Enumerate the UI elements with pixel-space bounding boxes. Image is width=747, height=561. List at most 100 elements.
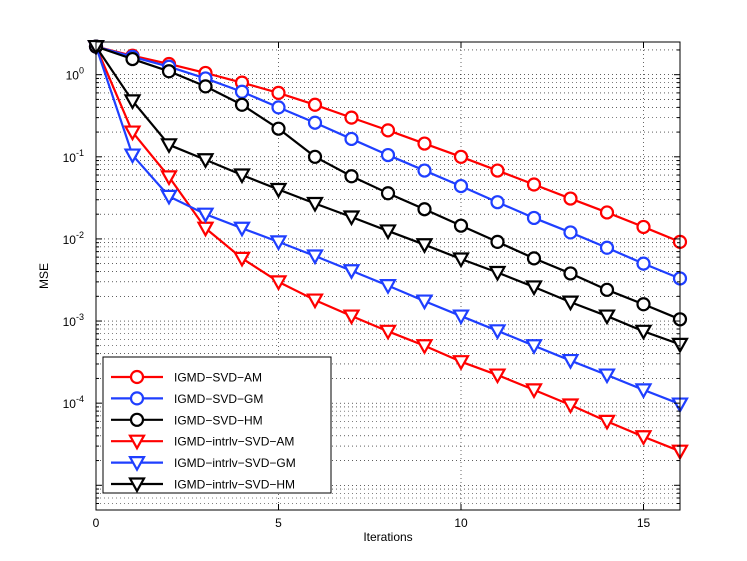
- data-point: [563, 191, 578, 206]
- data-point: [599, 282, 615, 297]
- data-point: [123, 148, 142, 165]
- data-point: [196, 153, 215, 170]
- data-point: [233, 168, 251, 185]
- data-point: [307, 97, 323, 112]
- data-point: [234, 84, 250, 99]
- data-point: [526, 210, 542, 226]
- tick-labels: 0 5 10 15 10-4 10-3 10-2 10-1 100: [63, 66, 651, 530]
- data-point: [161, 64, 177, 79]
- data-point: [598, 414, 616, 431]
- legend-marker: [129, 391, 145, 406]
- legend-marker: [128, 456, 146, 472]
- legend-item-2: IGMD−SVD−GM: [111, 391, 263, 406]
- data-point: [269, 235, 288, 252]
- data-point: [160, 170, 178, 187]
- data-point: [307, 115, 323, 130]
- legend-marker: [129, 412, 145, 427]
- series-6: [87, 39, 689, 354]
- data-point: [526, 251, 542, 266]
- data-point: [271, 85, 286, 100]
- legend-label: IGMD−SVD−HM: [174, 413, 263, 427]
- data-point: [160, 189, 178, 206]
- data-point: [379, 324, 397, 341]
- legend: IGMD−SVD−AM IGMD−SVD−GM IGMD−SVD−HM IGMD−in…: [102, 356, 332, 494]
- data-point: [415, 294, 434, 311]
- data-point: [452, 309, 470, 326]
- data-point: [271, 100, 286, 115]
- data-point: [123, 125, 142, 142]
- data-point: [196, 207, 215, 224]
- data-point: [634, 430, 653, 446]
- data-point: [636, 256, 651, 271]
- data-point: [417, 136, 432, 151]
- legend-item-5: IGMD−intrlv−SVD−GM: [111, 456, 296, 472]
- data-point: [563, 225, 578, 240]
- data-point: [598, 309, 616, 326]
- data-point: [599, 240, 615, 255]
- legend-item-6: IGMD−intrlv−SVD−HM: [111, 477, 295, 494]
- data-point: [269, 275, 288, 292]
- data-point: [123, 94, 142, 111]
- data-point: [598, 368, 616, 385]
- plot-frame: [95, 41, 681, 511]
- y-tick-label: 10-2: [63, 230, 84, 247]
- data-point: [452, 355, 470, 371]
- series-3: [88, 39, 688, 327]
- data-point: [342, 309, 361, 326]
- data-point: [417, 202, 432, 217]
- data-point: [488, 265, 507, 282]
- data-point: [344, 110, 359, 125]
- data-point: [452, 252, 470, 269]
- data-point: [342, 264, 361, 280]
- y-axis-label: MSE: [37, 263, 51, 289]
- data-point: [453, 149, 469, 164]
- data-point: [233, 251, 251, 268]
- data-point: [379, 279, 397, 295]
- legend-item-1: IGMD−SVD−AM: [111, 369, 262, 385]
- data-point: [490, 195, 505, 210]
- data-point: [344, 169, 359, 184]
- data-point: [342, 210, 361, 227]
- data-point: [525, 339, 543, 356]
- data-point: [271, 121, 286, 136]
- x-tick-label: 5: [275, 516, 282, 530]
- data-point: [453, 218, 469, 233]
- legend-marker: [128, 477, 146, 494]
- data-point: [160, 138, 178, 155]
- data-point: [526, 177, 542, 192]
- legend-label: IGMD−intrlv−SVD−GM: [174, 456, 296, 470]
- data-point: [563, 266, 578, 281]
- data-point: [307, 149, 323, 164]
- data-point: [125, 51, 140, 67]
- data-point: [234, 97, 250, 112]
- data-point: [306, 196, 324, 213]
- data-point: [488, 324, 507, 341]
- y-tick-label: 100: [66, 66, 84, 83]
- x-tick-label: 0: [93, 516, 100, 530]
- data-point: [417, 163, 432, 178]
- data-point: [198, 79, 213, 94]
- data-point: [233, 221, 251, 238]
- data-point: [344, 131, 359, 147]
- data-point: [525, 383, 543, 400]
- legend-label: IGMD−intrlv−SVD−AM: [174, 435, 294, 449]
- legend-item-3: IGMD−SVD−HM: [111, 412, 263, 427]
- data-point: [490, 163, 505, 178]
- legend-label: IGMD−intrlv−SVD−HM: [174, 478, 295, 492]
- data-point: [561, 295, 580, 312]
- legend-item-4: IGMD−intrlv−SVD−AM: [111, 434, 294, 451]
- x-tick-label: 15: [637, 516, 651, 530]
- data-point: [306, 249, 324, 266]
- data-point: [453, 178, 469, 194]
- data-point: [636, 297, 651, 312]
- y-tick-label: 10-1: [63, 148, 84, 165]
- legend-label: IGMD−SVD−AM: [174, 371, 262, 385]
- legend-marker: [128, 434, 146, 451]
- data-point: [599, 205, 615, 220]
- x-axis-label: Iterations: [363, 530, 412, 544]
- data-point: [634, 324, 653, 341]
- data-point: [561, 398, 580, 415]
- y-tick-label: 10-4: [63, 394, 84, 411]
- data-point: [415, 339, 434, 356]
